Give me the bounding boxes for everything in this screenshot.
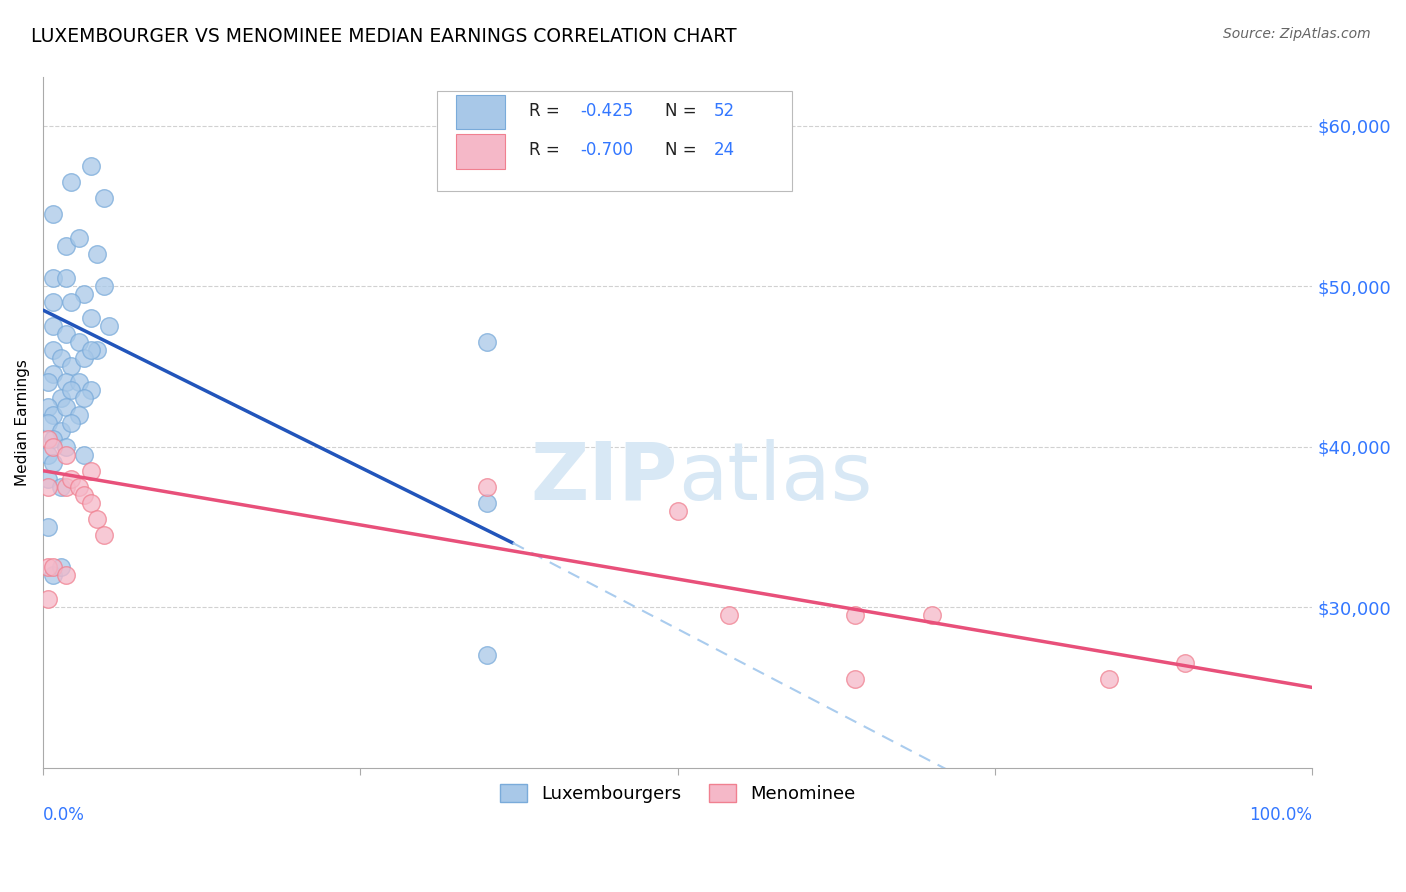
Point: [42, 456, 65, 470]
Point: [98, 319, 121, 334]
Point: [477, 335, 499, 350]
Point: [477, 480, 499, 494]
Point: [49, 424, 72, 438]
Point: [73, 392, 96, 406]
Point: [80, 496, 103, 510]
Point: [93, 528, 115, 542]
Text: 24: 24: [713, 141, 734, 159]
Text: 100.0%: 100.0%: [1250, 805, 1312, 823]
Point: [42, 440, 65, 454]
Point: [37, 592, 59, 607]
Y-axis label: Median Earnings: Median Earnings: [15, 359, 30, 486]
Text: R =: R =: [529, 102, 565, 120]
Point: [1098, 673, 1121, 687]
Point: [67, 480, 90, 494]
Point: [80, 311, 103, 326]
Point: [37, 448, 59, 462]
Point: [73, 351, 96, 366]
Point: [37, 560, 59, 574]
Point: [42, 368, 65, 382]
Point: [67, 408, 90, 422]
Point: [55, 271, 77, 285]
Text: -0.425: -0.425: [581, 102, 633, 120]
Point: [67, 376, 90, 390]
Text: 0.0%: 0.0%: [44, 805, 86, 823]
Point: [67, 335, 90, 350]
Point: [55, 327, 77, 342]
Point: [49, 351, 72, 366]
Point: [73, 448, 96, 462]
Point: [42, 207, 65, 221]
Point: [55, 568, 77, 582]
Point: [55, 480, 77, 494]
Point: [37, 416, 59, 430]
Point: [55, 448, 77, 462]
Point: [1174, 657, 1197, 671]
Point: [477, 648, 499, 663]
Point: [86, 247, 108, 261]
Point: [55, 400, 77, 414]
Point: [55, 440, 77, 454]
Point: [49, 560, 72, 574]
Point: [42, 271, 65, 285]
Point: [60, 175, 83, 189]
Point: [37, 376, 59, 390]
Point: [49, 480, 72, 494]
Legend: Luxembourgers, Menominee: Luxembourgers, Menominee: [494, 777, 863, 811]
Point: [666, 504, 689, 518]
Point: [42, 343, 65, 358]
Point: [93, 279, 115, 293]
Text: N =: N =: [665, 102, 702, 120]
Point: [86, 343, 108, 358]
Point: [477, 496, 499, 510]
Point: [37, 400, 59, 414]
Point: [73, 488, 96, 502]
Text: Source: ZipAtlas.com: Source: ZipAtlas.com: [1223, 27, 1371, 41]
FancyBboxPatch shape: [456, 135, 505, 169]
Point: [67, 231, 90, 245]
Text: ZIP: ZIP: [530, 439, 678, 516]
Point: [42, 408, 65, 422]
Point: [37, 480, 59, 494]
Point: [37, 432, 59, 446]
Text: R =: R =: [529, 141, 565, 159]
Text: -0.700: -0.700: [581, 141, 633, 159]
Point: [86, 512, 108, 526]
Point: [42, 560, 65, 574]
Point: [42, 295, 65, 310]
Point: [80, 384, 103, 398]
Point: [80, 464, 103, 478]
Point: [60, 295, 83, 310]
Point: [55, 239, 77, 253]
Point: [73, 287, 96, 301]
Point: [844, 608, 866, 623]
Point: [60, 416, 83, 430]
Point: [80, 159, 103, 173]
Point: [60, 384, 83, 398]
Text: N =: N =: [665, 141, 702, 159]
Text: 52: 52: [713, 102, 734, 120]
Point: [37, 520, 59, 534]
Text: atlas: atlas: [678, 439, 872, 516]
Point: [42, 319, 65, 334]
Point: [60, 472, 83, 486]
Point: [717, 608, 740, 623]
FancyBboxPatch shape: [437, 91, 792, 191]
Text: LUXEMBOURGER VS MENOMINEE MEDIAN EARNINGS CORRELATION CHART: LUXEMBOURGER VS MENOMINEE MEDIAN EARNING…: [31, 27, 737, 45]
Point: [37, 472, 59, 486]
Point: [55, 376, 77, 390]
FancyBboxPatch shape: [456, 95, 505, 129]
Point: [921, 608, 943, 623]
Point: [42, 432, 65, 446]
Point: [844, 673, 866, 687]
Point: [93, 191, 115, 205]
Point: [42, 568, 65, 582]
Point: [49, 392, 72, 406]
Point: [60, 359, 83, 374]
Point: [80, 343, 103, 358]
